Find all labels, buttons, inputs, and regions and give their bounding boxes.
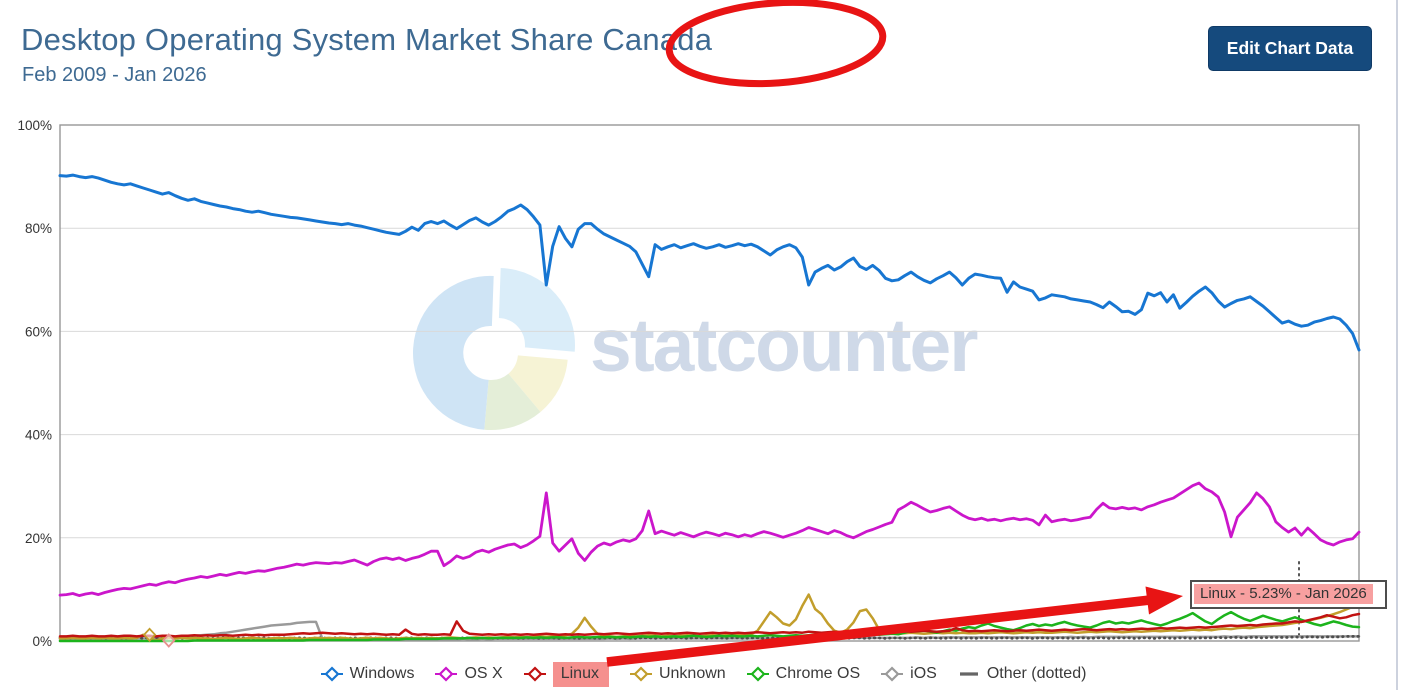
logo-wedge [412, 275, 494, 430]
page-title: Desktop Operating System Market Share Ca… [21, 22, 713, 57]
series-point-marker [162, 633, 176, 648]
page-date-range: Feb 2009 - Jan 2026 [22, 64, 207, 86]
diamond-marker-icon [435, 666, 458, 682]
legend-item-unknown[interactable]: Unknown [629, 665, 726, 683]
series-point-marker [142, 627, 157, 643]
edit-chart-data-button[interactable]: Edit Chart Data [1208, 26, 1372, 71]
marker-diamond [633, 666, 649, 682]
legend-item-windows[interactable]: Windows [320, 665, 415, 683]
y-axis-label: 100% [17, 118, 52, 133]
legend-label: Windows [349, 665, 415, 682]
legend-item-ios[interactable]: iOS [880, 665, 937, 683]
diamond-marker-icon [320, 666, 343, 682]
marker-diamond [884, 666, 900, 682]
dash-marker-icon [959, 672, 978, 676]
page-right-edge [1396, 0, 1398, 690]
legend-label: Linux [552, 661, 609, 687]
chart-tooltip-text: Linux - 5.23% - Jan 2026 [1194, 584, 1373, 604]
diamond-marker-icon [629, 666, 652, 682]
series-line-windows [58, 173, 1361, 352]
logo-wedge [484, 373, 541, 430]
y-axis-label: 80% [25, 221, 52, 236]
logo-wedge [498, 268, 575, 352]
chart-legend: Windows OS X Linux Unknown Chrome OS iOS Other… [0, 659, 1406, 689]
y-axis-label: 40% [25, 428, 52, 443]
y-axis-label: 0% [32, 634, 52, 649]
marker-diamond [750, 666, 766, 682]
diamond-marker-icon [523, 666, 546, 682]
series-line-os-x [58, 481, 1361, 597]
diamond-marker-icon [881, 666, 904, 682]
logo-wedge [508, 355, 568, 412]
marker-diamond [438, 666, 455, 682]
legend-label: iOS [910, 665, 937, 682]
legend-item-other-dotted-[interactable]: Other (dotted) [957, 665, 1087, 683]
marker-diamond [527, 666, 543, 682]
legend-label: Unknown [658, 665, 726, 682]
legend-item-os-x[interactable]: OS X [434, 665, 503, 683]
legend-item-chrome-os[interactable]: Chrome OS [746, 665, 860, 683]
chart-tooltip: Linux - 5.23% - Jan 2026 [1190, 580, 1387, 609]
legend-item-linux[interactable]: Linux [523, 661, 609, 687]
plot-border [59, 124, 1360, 642]
statcounter-watermark-text: statcounter [590, 303, 978, 387]
y-axis-label: 60% [25, 324, 52, 339]
legend-label: Chrome OS [775, 665, 861, 682]
marker-diamond [324, 666, 340, 682]
y-axis-label: 20% [25, 531, 52, 546]
legend-label: OS X [464, 665, 503, 682]
diamond-marker-icon [746, 666, 769, 682]
legend-label: Other (dotted) [986, 665, 1087, 682]
